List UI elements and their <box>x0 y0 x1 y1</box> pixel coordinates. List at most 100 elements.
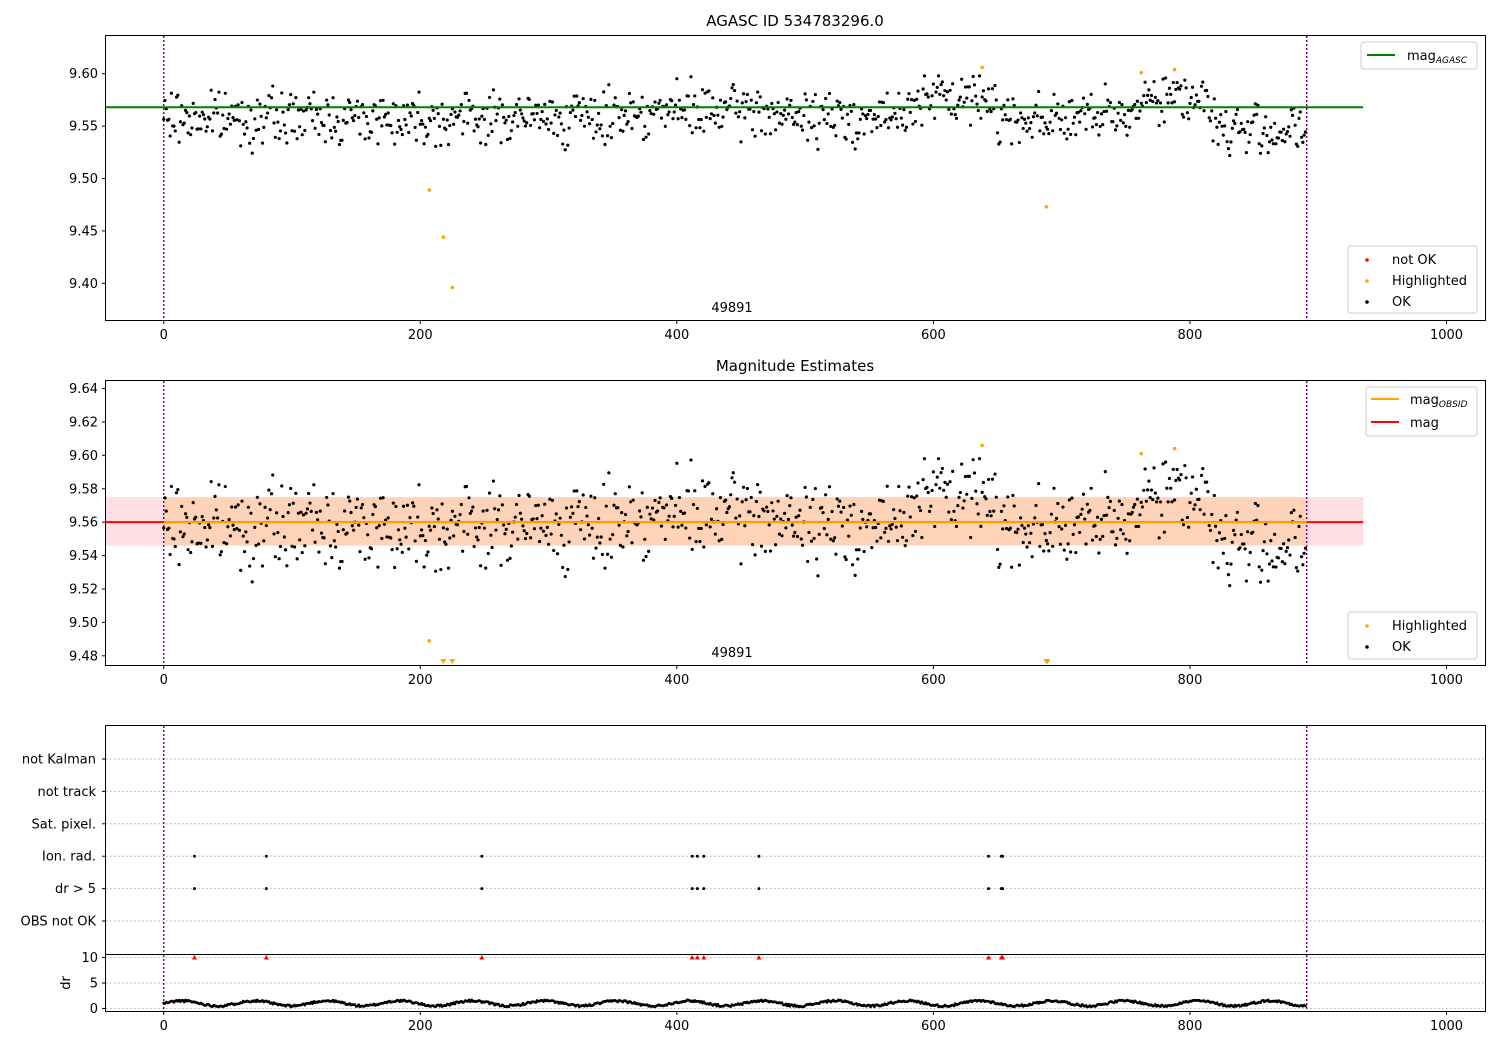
ok-point <box>1216 566 1220 570</box>
ok-point <box>441 526 445 530</box>
ok-point <box>394 504 398 509</box>
ok-point <box>414 138 419 142</box>
ok-point <box>558 516 562 520</box>
ok-point <box>1301 563 1305 567</box>
ok-point <box>985 109 989 113</box>
ok-point <box>246 505 250 509</box>
ok-point <box>1226 573 1231 577</box>
ok-point <box>1276 136 1281 140</box>
flag-row-label: Sat. pixel. <box>32 817 96 832</box>
ok-point <box>849 109 853 113</box>
ok-point <box>1279 546 1283 551</box>
dr-point <box>453 1002 457 1006</box>
ok-point <box>561 142 565 146</box>
ok-point <box>345 531 349 535</box>
ok-point <box>1221 551 1225 555</box>
ok-point <box>307 491 311 496</box>
ok-point <box>430 506 434 510</box>
ok-point <box>697 526 701 530</box>
ok-point <box>620 108 624 112</box>
ok-point <box>1256 503 1260 508</box>
ok-point <box>174 491 179 495</box>
ok-point <box>295 557 299 561</box>
ok-point <box>721 115 725 119</box>
ok-point <box>1183 78 1187 82</box>
ok-point <box>423 538 428 543</box>
ok-point <box>605 134 610 138</box>
ok-point <box>998 140 1002 144</box>
ok-point <box>675 461 679 465</box>
ok-point <box>1138 109 1142 113</box>
ok-point <box>740 101 744 105</box>
ok-point <box>566 143 570 147</box>
below-range-marker <box>449 659 456 664</box>
ok-point <box>1303 130 1308 134</box>
ok-point <box>1016 527 1020 531</box>
legend-highlighted-marker <box>1365 279 1369 283</box>
ok-point <box>626 530 630 534</box>
ok-point <box>1081 96 1086 100</box>
ok-point <box>508 136 512 140</box>
ok-point <box>1004 117 1009 122</box>
mag-est-legend-top: magOBSID mag <box>1365 386 1478 437</box>
ok-point <box>1255 112 1259 116</box>
agasc-title: AGASC ID 534783296.0 <box>706 12 884 30</box>
ok-point <box>1156 98 1160 103</box>
ok-point <box>659 116 664 120</box>
ok-point <box>480 114 484 118</box>
ok-point <box>757 514 761 519</box>
ok-point <box>1026 116 1030 120</box>
ok-point <box>227 112 231 116</box>
ok-point <box>554 108 558 113</box>
ok-point <box>1285 545 1290 550</box>
ok-point <box>725 510 729 515</box>
ok-point <box>541 529 546 533</box>
ok-point <box>271 473 275 477</box>
ok-point <box>380 124 384 128</box>
ok-point <box>1180 518 1184 522</box>
ok-point <box>318 509 322 513</box>
ok-point <box>820 505 824 510</box>
ok-point <box>185 515 189 519</box>
ok-point <box>260 564 265 568</box>
ok-point <box>603 142 607 147</box>
ok-point <box>738 110 742 114</box>
ok-point <box>366 121 370 126</box>
ok-point <box>740 500 744 504</box>
ok-point <box>936 457 941 461</box>
ok-point <box>494 118 498 123</box>
ok-point <box>1264 115 1268 119</box>
ok-point <box>407 547 411 551</box>
ok-point <box>1260 568 1264 572</box>
ok-point <box>531 517 535 521</box>
ok-point <box>652 518 656 522</box>
ok-point <box>445 118 449 122</box>
ok-point <box>1051 544 1055 548</box>
ok-point <box>752 514 756 518</box>
ok-point <box>1258 151 1263 155</box>
ok-point <box>697 117 701 122</box>
ok-point <box>893 516 897 521</box>
ok-point <box>178 530 183 534</box>
ok-point <box>1057 116 1061 121</box>
ok-point <box>209 480 213 484</box>
ok-point <box>1210 109 1214 113</box>
legend-mag-obsid-label: magOBSID <box>1410 393 1468 410</box>
ok-point <box>440 502 444 506</box>
ok-point <box>995 547 1000 552</box>
ok-point <box>858 526 862 530</box>
ok-point <box>231 115 235 120</box>
ok-point <box>477 117 481 121</box>
ok-point <box>631 100 635 104</box>
ok-point <box>213 97 217 102</box>
ok-point <box>400 132 404 137</box>
ok-point <box>219 132 224 136</box>
ok-point <box>1104 513 1109 517</box>
ok-point <box>806 138 810 142</box>
ok-point <box>544 122 548 126</box>
ok-point <box>1212 97 1216 101</box>
ok-point <box>920 535 924 540</box>
ok-point <box>1036 482 1041 486</box>
ok-point <box>759 544 764 548</box>
ok-point <box>398 538 402 542</box>
